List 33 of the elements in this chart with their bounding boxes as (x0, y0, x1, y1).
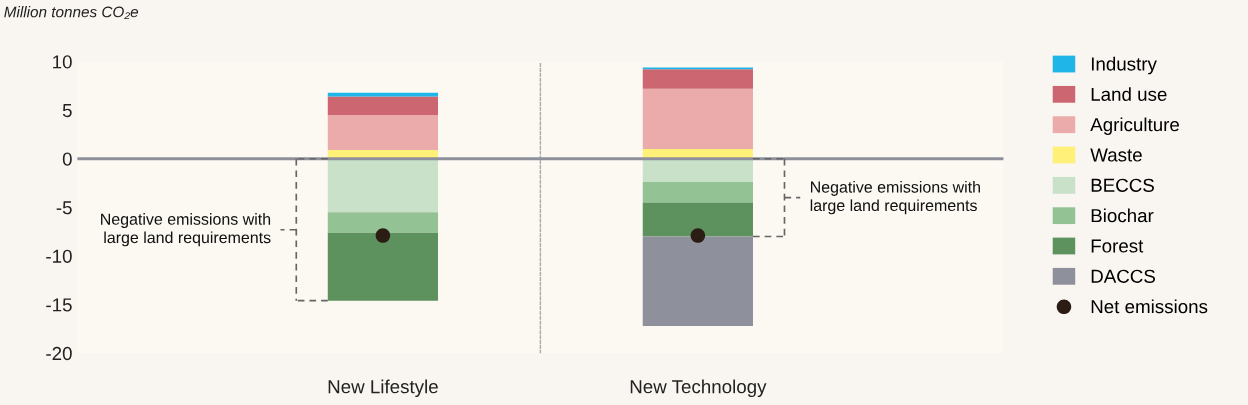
y-tick-label: 10 (53, 55, 72, 69)
bar (327, 232, 439, 301)
y-tick-label: -5 (56, 201, 72, 215)
legend-label: Biochar (1091, 208, 1154, 223)
y-tick-label: 0 (62, 152, 72, 166)
x-tick-label: New Lifestyle (328, 379, 438, 398)
bar (327, 212, 439, 233)
y-tick-label: -10 (46, 249, 72, 263)
bar (327, 96, 439, 116)
legend-label: Net emissions (1091, 299, 1208, 314)
legend-label: BECCS (1091, 178, 1154, 192)
bar (327, 158, 439, 213)
annotation: Negative emissions with large land requirements (101, 213, 271, 247)
bar (642, 158, 753, 183)
bar (642, 236, 753, 326)
annotation: Negative emissions with large land requirements (810, 181, 980, 215)
bar (327, 115, 439, 151)
legend-label: Forest (1091, 239, 1144, 253)
y-tick-label: 5 (62, 104, 72, 118)
legend-label: Agriculture (1090, 117, 1179, 135)
bar (642, 88, 753, 150)
y-axis-title: Million tonnes CO₂e (4, 6, 139, 19)
bar (642, 182, 753, 203)
legend-label: Industry (1091, 56, 1157, 75)
y-tick-label: -15 (46, 298, 72, 312)
bar (327, 92, 439, 97)
legend-label: Waste (1090, 148, 1142, 162)
y-tick-label: -20 (46, 346, 72, 361)
legend-label: Land use (1091, 87, 1167, 101)
x-tick-label: New Technology (630, 379, 767, 398)
bar (642, 202, 753, 237)
bar (642, 69, 753, 89)
legend-label: DACCS (1091, 269, 1155, 283)
